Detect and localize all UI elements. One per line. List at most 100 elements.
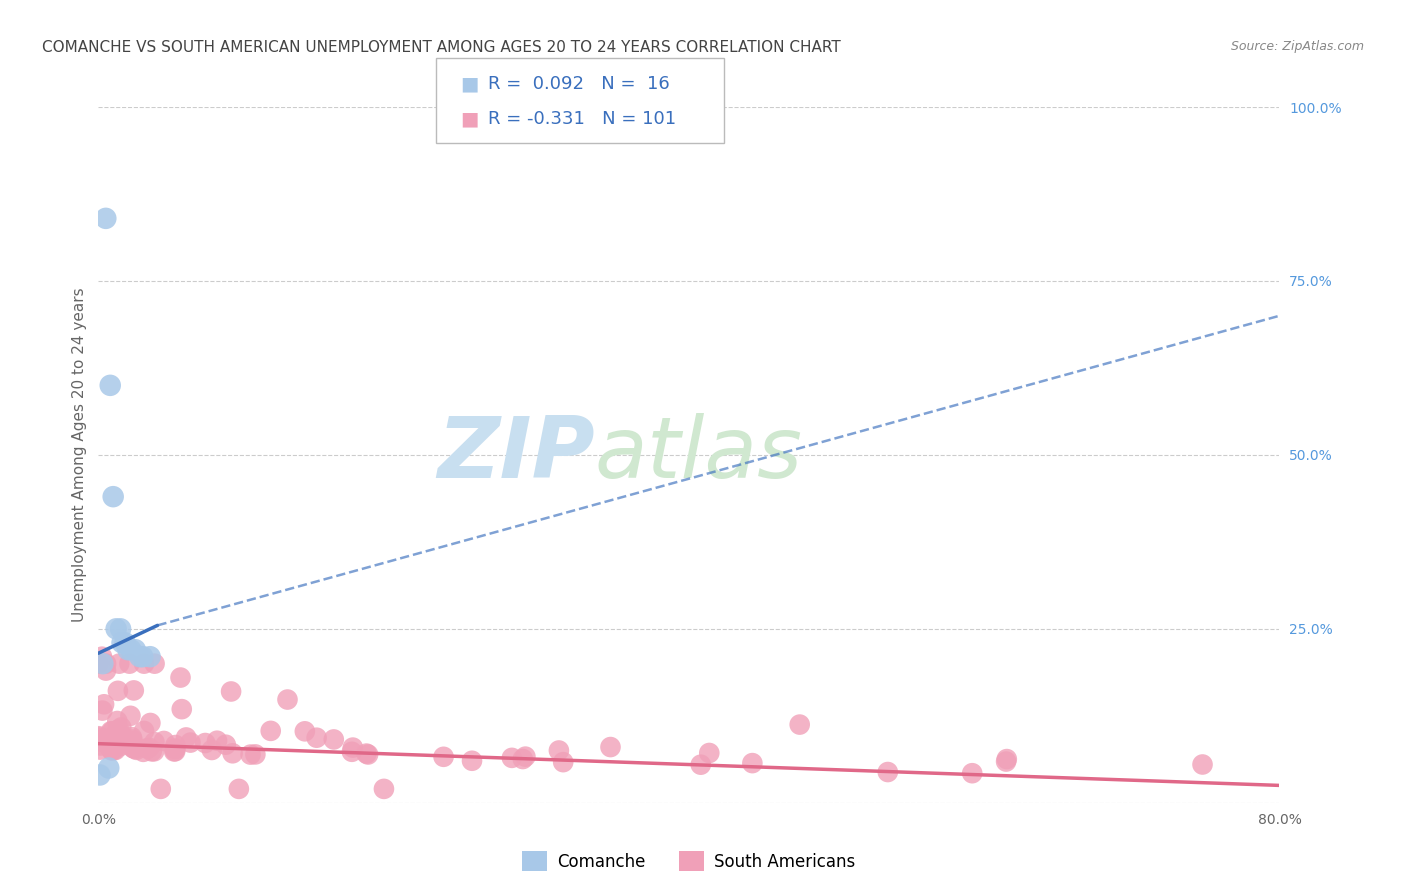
Point — [105, 725, 128, 739]
Point — [120, 642, 142, 657]
Point — [689, 757, 711, 772]
Point — [93, 735, 115, 749]
Point — [356, 747, 378, 761]
Text: R =  0.092   N =  16: R = 0.092 N = 16 — [488, 75, 669, 93]
Point — [322, 732, 344, 747]
Text: ZIP: ZIP — [437, 413, 595, 497]
Point — [373, 781, 395, 796]
Point — [960, 766, 983, 780]
Point — [305, 731, 328, 745]
Point — [143, 657, 166, 671]
Point — [432, 749, 454, 764]
Point — [169, 671, 191, 685]
Point — [94, 664, 117, 678]
Text: COMANCHE VS SOUTH AMERICAN UNEMPLOYMENT AMONG AGES 20 TO 24 YEARS CORRELATION CH: COMANCHE VS SOUTH AMERICAN UNEMPLOYMENT … — [42, 40, 841, 55]
Point — [174, 731, 197, 745]
Point — [201, 743, 224, 757]
Text: Source: ZipAtlas.com: Source: ZipAtlas.com — [1230, 40, 1364, 54]
Point — [112, 731, 135, 746]
Point — [87, 731, 110, 745]
Point — [108, 657, 131, 671]
Point — [215, 738, 238, 752]
Point — [138, 740, 160, 755]
Point — [132, 649, 155, 664]
Point — [100, 743, 122, 757]
Point — [122, 683, 145, 698]
Point — [789, 717, 811, 731]
Point — [91, 657, 114, 671]
Point — [741, 756, 763, 771]
Point — [94, 731, 117, 746]
Y-axis label: Unemployment Among Ages 20 to 24 years: Unemployment Among Ages 20 to 24 years — [72, 287, 87, 623]
Point — [124, 642, 146, 657]
Point — [995, 755, 1018, 769]
Point — [93, 698, 115, 712]
Point — [111, 636, 134, 650]
Point — [153, 734, 176, 748]
Point — [697, 746, 720, 760]
Point — [89, 739, 111, 753]
Point — [105, 714, 128, 728]
Legend: Comanche, South Americans: Comanche, South Americans — [516, 845, 862, 878]
Point — [100, 724, 122, 739]
Point — [104, 739, 127, 754]
Point — [357, 747, 380, 762]
Point — [118, 657, 141, 671]
Point — [124, 741, 146, 756]
Point — [163, 741, 186, 756]
Point — [91, 649, 114, 664]
Point — [135, 741, 157, 756]
Point — [110, 622, 132, 636]
Point — [276, 692, 298, 706]
Point — [110, 739, 132, 753]
Point — [101, 739, 124, 753]
Point — [103, 743, 125, 757]
Point — [553, 755, 575, 769]
Point — [149, 781, 172, 796]
Point — [170, 702, 193, 716]
Point — [512, 752, 534, 766]
Point — [103, 490, 125, 504]
Point — [461, 754, 484, 768]
Point — [91, 704, 114, 718]
Point — [599, 740, 621, 755]
Point — [228, 781, 250, 796]
Point — [114, 636, 136, 650]
Point — [118, 734, 141, 748]
Point — [165, 742, 187, 756]
Point — [98, 378, 121, 392]
Point — [163, 744, 186, 758]
Point — [143, 735, 166, 749]
Point — [105, 737, 128, 751]
Text: R = -0.331   N = 101: R = -0.331 N = 101 — [488, 111, 676, 128]
Point — [117, 642, 139, 657]
Point — [107, 733, 129, 747]
Point — [89, 768, 111, 782]
Point — [165, 738, 187, 752]
Point — [107, 723, 129, 737]
Point — [89, 742, 111, 756]
Point — [122, 741, 145, 756]
Text: atlas: atlas — [595, 413, 803, 497]
Point — [179, 736, 201, 750]
Point — [94, 733, 117, 747]
Point — [143, 744, 166, 758]
Point — [515, 749, 537, 764]
Point — [97, 761, 120, 775]
Point — [260, 723, 283, 738]
Point — [107, 683, 129, 698]
Point — [122, 741, 145, 756]
Point — [132, 723, 155, 738]
Point — [125, 743, 148, 757]
Point — [110, 720, 132, 734]
Point — [219, 684, 242, 698]
Point — [100, 743, 122, 757]
Point — [87, 657, 110, 671]
Point — [165, 744, 187, 758]
Point — [1191, 757, 1213, 772]
Point — [94, 657, 117, 671]
Point — [340, 745, 363, 759]
Point — [128, 649, 150, 664]
Point — [105, 622, 128, 636]
Point — [221, 746, 243, 760]
